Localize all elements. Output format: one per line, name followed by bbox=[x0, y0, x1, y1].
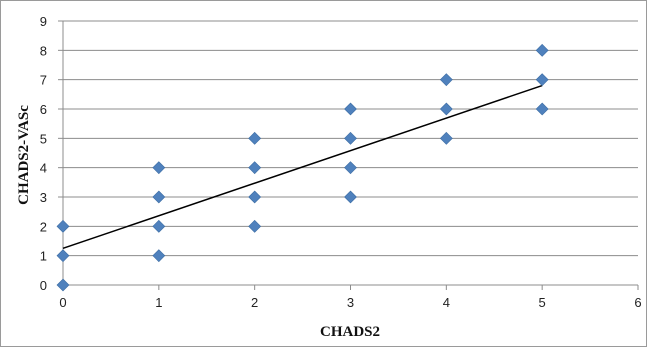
data-point-2-3 bbox=[248, 190, 262, 204]
data-point-2-5 bbox=[248, 131, 262, 145]
data-point-4-7 bbox=[439, 73, 453, 87]
x-tick-label-2: 2 bbox=[251, 295, 258, 310]
x-tick-label-0: 0 bbox=[59, 295, 66, 310]
x-tick-label-4: 4 bbox=[443, 295, 450, 310]
data-points bbox=[56, 43, 549, 292]
data-point-2-2 bbox=[248, 219, 262, 233]
x-tick-label-1: 1 bbox=[155, 295, 162, 310]
y-tick-label-9: 9 bbox=[40, 14, 47, 29]
data-point-0-0 bbox=[56, 278, 70, 292]
tick-labels: 0 1 2 3 4 5 6 7 8 9 0 1 2 3 4 5 6 bbox=[40, 14, 642, 310]
trendline-group bbox=[62, 84, 543, 250]
y-tick-label-1: 1 bbox=[40, 249, 47, 264]
y-tick-label-0: 0 bbox=[40, 278, 47, 293]
data-point-3-6 bbox=[344, 102, 357, 116]
y-tick-label-6: 6 bbox=[40, 102, 47, 117]
data-point-3-3 bbox=[344, 190, 357, 204]
y-axis-title: CHADS2-VASc bbox=[16, 105, 32, 205]
data-point-4-6 bbox=[439, 102, 453, 116]
y-tick-label-8: 8 bbox=[40, 43, 47, 58]
data-point-5-7 bbox=[535, 73, 549, 87]
data-point-5-8 bbox=[535, 43, 549, 57]
y-tick-label-2: 2 bbox=[40, 219, 47, 234]
y-tick-label-7: 7 bbox=[40, 73, 47, 88]
data-point-3-5 bbox=[344, 131, 357, 145]
y-tick-label-3: 3 bbox=[40, 190, 47, 205]
data-point-1-3 bbox=[152, 190, 166, 204]
trendline bbox=[62, 84, 543, 250]
x-tick-label-3: 3 bbox=[347, 295, 354, 310]
data-point-4-5 bbox=[439, 131, 453, 145]
data-point-5-6 bbox=[535, 102, 549, 116]
data-point-0-1 bbox=[56, 249, 70, 263]
data-point-1-2 bbox=[152, 219, 166, 233]
data-point-3-4 bbox=[344, 161, 357, 175]
data-point-0-2 bbox=[56, 219, 70, 233]
x-axis-title: CHADS2 bbox=[320, 324, 380, 340]
data-point-2-4 bbox=[248, 161, 262, 175]
y-tick-label-4: 4 bbox=[40, 161, 47, 176]
data-point-1-4 bbox=[152, 161, 166, 175]
y-tick-label-5: 5 bbox=[40, 131, 47, 146]
axes bbox=[58, 20, 639, 290]
x-tick-label-5: 5 bbox=[539, 295, 546, 310]
data-point-1-1 bbox=[152, 249, 166, 263]
x-tick-label-6: 6 bbox=[634, 295, 641, 310]
